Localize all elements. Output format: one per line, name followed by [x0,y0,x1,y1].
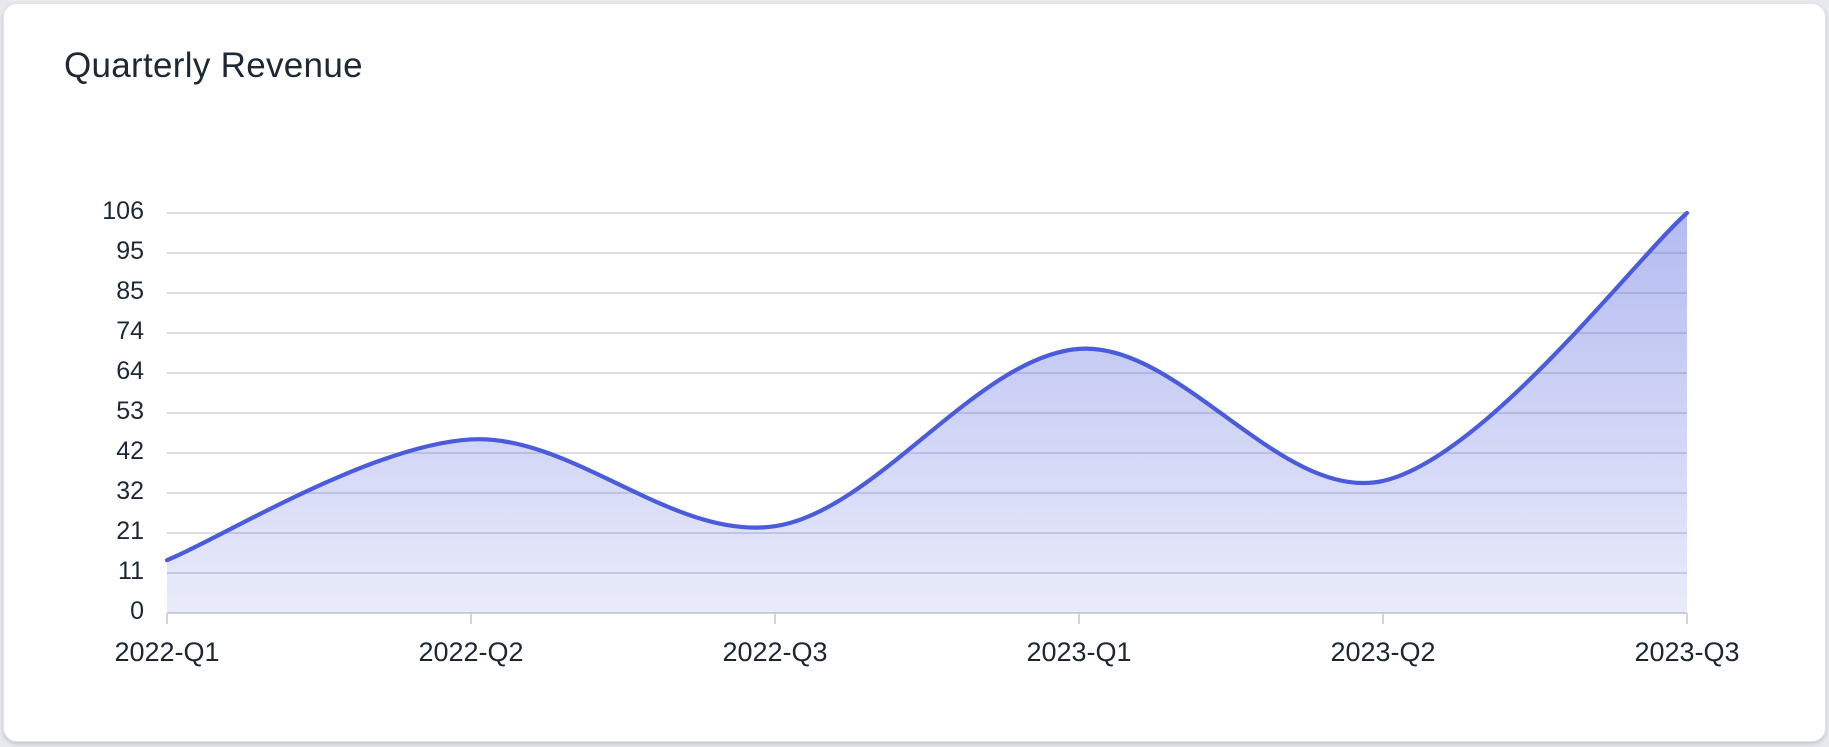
y-axis-tick-label: 32 [116,477,144,505]
x-axis-tick-label: 2023-Q1 [1026,637,1131,667]
y-axis-tick-label: 42 [116,437,144,465]
x-axis-tick-label: 2023-Q2 [1330,637,1435,667]
y-axis-tick-label: 0 [130,597,144,625]
revenue-line [164,210,1690,563]
x-axis-tick-label: 2022-Q2 [418,637,523,667]
x-axis-tick-label: 2023-Q3 [1634,637,1739,667]
quarterly-revenue-line-chart: 0 11 21 32 42 53 64 74 85 95 106 2022-Q1 2022-Q2 2022… [102,197,1739,667]
y-axis-tick-label: 64 [116,357,144,385]
y-axis-tick-label: 85 [116,277,144,305]
y-axis-tick-label: 106 [102,197,144,225]
chart-card: Quarterly Revenue 0 11 21 32 42 53 64 74 85 95 106… [3,3,1826,742]
chart-title: Quarterly Revenue [64,46,363,85]
x-axis-tick-label: 2022-Q1 [114,637,219,667]
x-axis-tick-label: 2022-Q3 [722,637,827,667]
y-axis-tick-label: 53 [116,397,144,425]
y-axis-tick-label: 11 [118,557,144,585]
revenue-area-fill [167,213,1687,613]
y-axis-tick-label: 95 [116,237,144,265]
y-axis-tick-label: 74 [116,317,144,345]
y-axis-tick-label: 21 [116,517,144,545]
